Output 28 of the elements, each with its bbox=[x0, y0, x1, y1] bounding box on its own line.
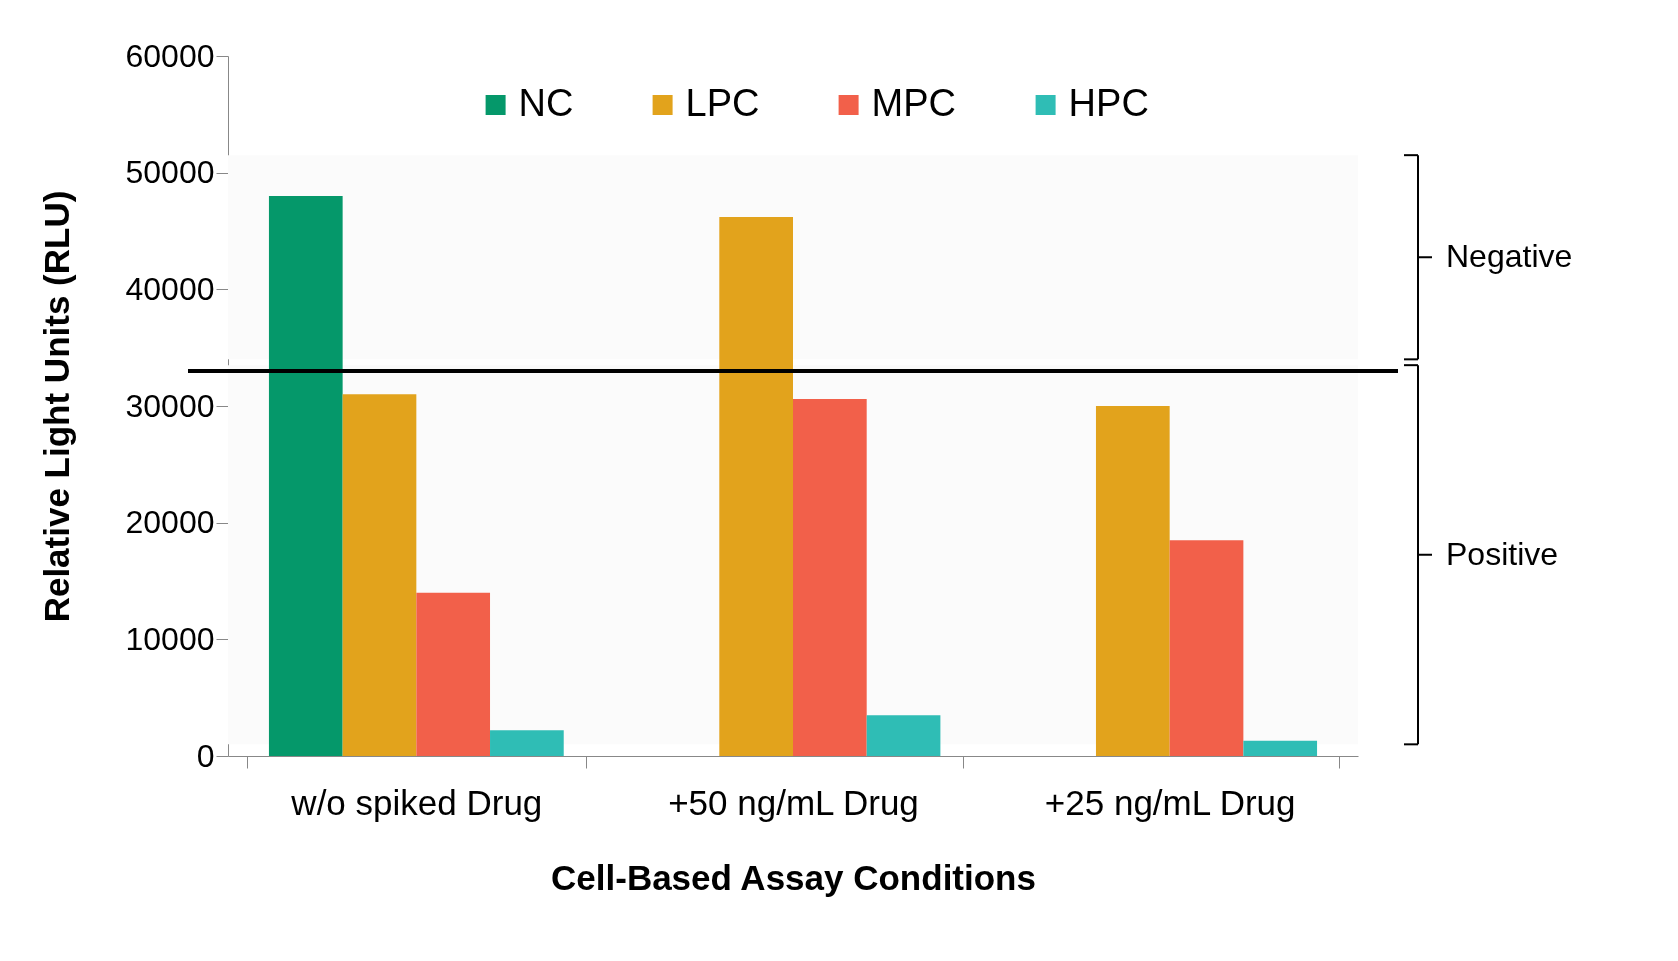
bar bbox=[1243, 740, 1318, 756]
bar bbox=[268, 196, 343, 756]
legend-label: NC bbox=[518, 82, 574, 124]
x-tick-label: w/o spiked Drug bbox=[290, 782, 543, 822]
band-label: Positive bbox=[1446, 535, 1559, 572]
bar bbox=[416, 592, 491, 756]
y-axis-title: Relative Light Units (RLU) bbox=[36, 190, 76, 623]
y-tick-label: 0 bbox=[196, 737, 215, 774]
x-tick-label: +25 ng/mL Drug bbox=[1044, 782, 1296, 822]
legend-label: MPC bbox=[871, 82, 957, 124]
band-label: Negative bbox=[1446, 238, 1573, 275]
y-tick-label: 40000 bbox=[125, 270, 215, 307]
y-tick-label: 30000 bbox=[125, 387, 215, 424]
y-tick-label: 60000 bbox=[125, 37, 215, 74]
bar bbox=[490, 730, 564, 756]
legend-label: HPC bbox=[1068, 82, 1149, 124]
bar bbox=[1169, 540, 1244, 756]
x-axis-title: Cell-Based Assay Conditions bbox=[551, 857, 1036, 897]
bar bbox=[1095, 406, 1170, 756]
y-tick-label: 50000 bbox=[125, 154, 215, 191]
bar bbox=[793, 399, 867, 756]
y-tick-label: 10000 bbox=[125, 620, 215, 657]
bar bbox=[866, 715, 941, 756]
x-tick-label: +50 ng/mL Drug bbox=[668, 782, 919, 822]
y-tick-label: 20000 bbox=[125, 504, 215, 541]
bar bbox=[719, 217, 793, 756]
bar bbox=[342, 394, 417, 756]
legend-label: LPC bbox=[685, 82, 760, 124]
